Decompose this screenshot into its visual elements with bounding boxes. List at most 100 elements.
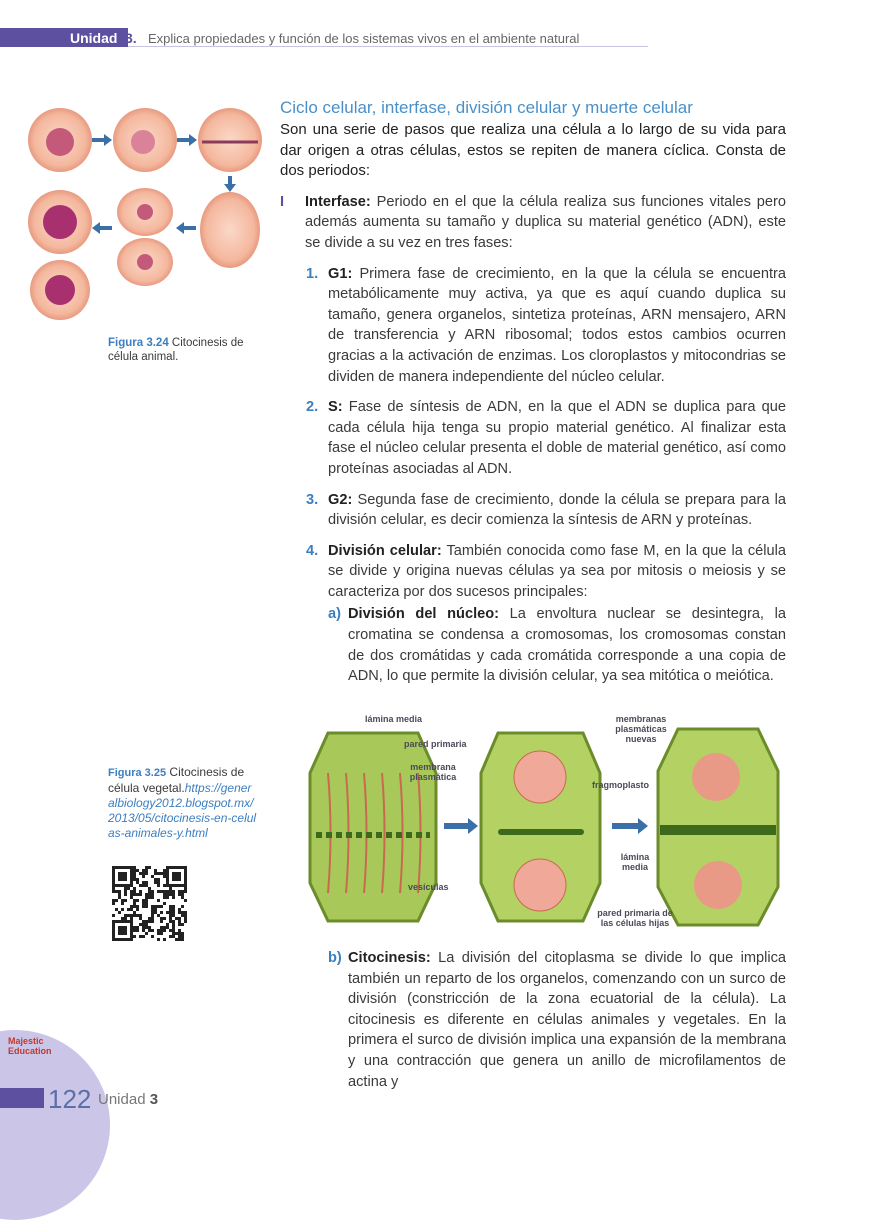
footer-bar — [0, 1088, 44, 1108]
qr-module — [169, 905, 172, 908]
arrows — [92, 134, 236, 234]
qr-module — [169, 908, 172, 911]
text: Segunda fase de crecimiento, donde la cé… — [328, 491, 786, 529]
main-column: Son una serie de pasos que realiza una c… — [280, 120, 786, 687]
number: 4. — [306, 542, 319, 559]
qr-module — [154, 908, 157, 911]
figure-label: Figura 3.24 — [108, 337, 169, 349]
qr-module — [163, 938, 166, 941]
qr-module — [163, 884, 166, 887]
qr-module — [163, 869, 166, 872]
qr-module — [154, 911, 157, 914]
qr-module — [133, 878, 136, 881]
qr-module — [157, 905, 160, 908]
qr-module — [142, 881, 145, 884]
qr-module — [121, 908, 124, 911]
qr-module — [121, 917, 124, 920]
qr-module — [172, 890, 175, 893]
figure-label: Figura 3.25 — [108, 767, 167, 779]
qr-module — [172, 908, 175, 911]
qr-module — [184, 917, 187, 920]
qr-module — [157, 914, 160, 917]
page-number: 122 — [48, 1084, 92, 1114]
qr-module — [160, 926, 163, 929]
qr-module — [181, 911, 184, 914]
qr-module — [118, 890, 121, 893]
qr-module — [160, 905, 163, 908]
phase: 3. G2: Segunda fase de crecimiento, donde… — [306, 490, 786, 531]
qr-module — [148, 917, 151, 920]
qr-module — [151, 875, 154, 878]
qr-module — [127, 887, 130, 890]
qr-module — [163, 896, 166, 899]
qr-module — [178, 935, 181, 938]
qr-module — [169, 893, 172, 896]
label: Citocinesis: — [348, 950, 431, 966]
qr-module — [181, 893, 184, 896]
qr-module — [175, 932, 178, 935]
qr-module — [148, 890, 151, 893]
qr-module — [163, 902, 166, 905]
qr-module — [151, 935, 154, 938]
qr-module — [133, 869, 136, 872]
qr-module — [169, 890, 172, 893]
qr-module — [184, 899, 187, 902]
qr-module — [145, 902, 148, 905]
qr-module — [163, 890, 166, 893]
qr-module — [178, 938, 181, 941]
qr-module — [166, 893, 169, 896]
qr-module — [157, 872, 160, 875]
qr-module — [148, 929, 151, 932]
qr-module — [172, 926, 175, 929]
qr-module — [166, 923, 169, 926]
label: G1: — [328, 265, 353, 282]
qr-module — [178, 911, 181, 914]
qr-module — [142, 935, 145, 938]
qr-module — [166, 926, 169, 929]
text: Primera fase de crecimiento, en la que l… — [328, 265, 786, 385]
qr-module — [145, 884, 148, 887]
phase-list: 1. G1: Primera fase de crecimiento, en la… — [306, 264, 786, 603]
qr-module — [139, 893, 142, 896]
page: Unidad 3. Explica propiedades y función … — [0, 28, 790, 1220]
qr-module — [184, 914, 187, 917]
qr-module — [181, 890, 184, 893]
qr-module — [178, 929, 181, 932]
qr-module — [145, 872, 148, 875]
qr-module — [130, 905, 133, 908]
qr-module — [181, 932, 184, 935]
qr-module — [151, 911, 154, 914]
qr-module — [145, 899, 148, 902]
qr-module — [154, 869, 157, 872]
qr-module — [148, 896, 151, 899]
qr-module — [115, 890, 118, 893]
interphase: I Interfase: Periodo en el que la célula… — [280, 192, 786, 254]
plant-cell-diagram — [298, 713, 790, 935]
diagram-label: vesículas — [408, 882, 449, 892]
qr-module — [151, 890, 154, 893]
qr-module — [154, 881, 157, 884]
qr-module — [178, 893, 181, 896]
qr-module — [145, 866, 148, 869]
qr-module — [145, 923, 148, 926]
unit: Unidad — [98, 1091, 146, 1108]
qr-module — [142, 920, 145, 923]
qr-module — [121, 899, 124, 902]
qr-module — [184, 911, 187, 914]
qr-module — [157, 878, 160, 881]
qr-module — [172, 920, 175, 923]
qr-module — [160, 917, 163, 920]
cells — [308, 727, 780, 927]
qr-module — [136, 899, 139, 902]
diagram-label: lámina media — [620, 852, 650, 872]
qr-module — [136, 893, 139, 896]
qr-module — [130, 890, 133, 893]
subitem: b) Citocinesis: La división del citoplas… — [328, 948, 786, 1092]
qr-module — [133, 905, 136, 908]
qr-module — [172, 896, 175, 899]
qr-module — [130, 914, 133, 917]
figure-link[interactable]: https://generalbiology2012.blogspot.mx/2… — [108, 781, 257, 840]
qr-module — [142, 923, 145, 926]
text: La envoltura nuclear se desintegra, la c… — [348, 606, 786, 685]
qr-module — [163, 893, 166, 896]
